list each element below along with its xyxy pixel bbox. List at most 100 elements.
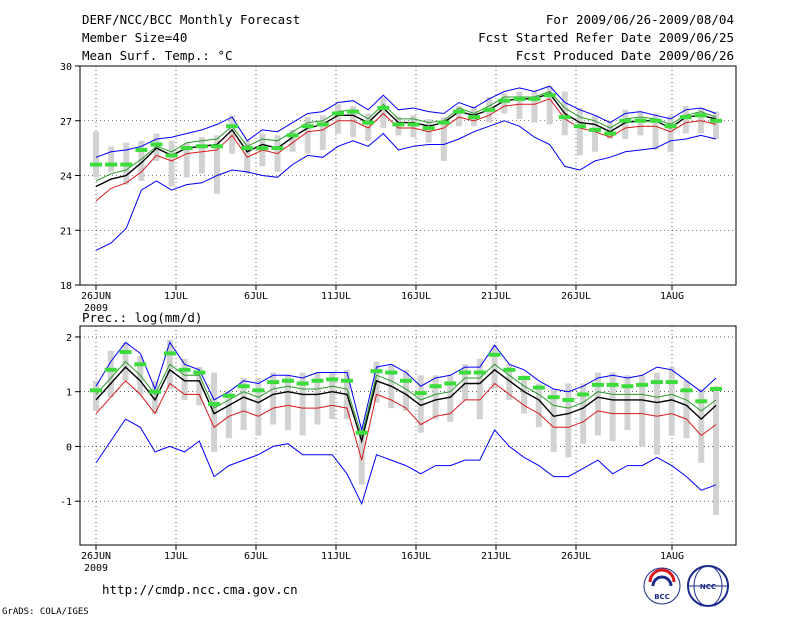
series-ens-upper: [95, 360, 717, 438]
series-min: [95, 120, 717, 251]
ncc-logo-text: NCC: [700, 583, 716, 591]
median-marker: [281, 378, 294, 383]
median-marker: [562, 397, 575, 402]
median-marker: [392, 122, 405, 127]
spread-box: [334, 104, 341, 134]
median-marker: [710, 386, 722, 391]
spread-box: [576, 107, 583, 156]
spread-box: [380, 97, 387, 129]
spread-box: [93, 380, 99, 411]
median-marker: [591, 382, 604, 387]
median-marker: [573, 124, 586, 129]
spread-box: [358, 430, 365, 485]
median-marker: [222, 393, 235, 398]
y-tick-label: -1: [60, 497, 72, 508]
median-marker: [226, 124, 239, 129]
spread-box: [550, 388, 557, 452]
series-max: [95, 341, 717, 431]
spread-box: [183, 142, 190, 178]
median-marker: [483, 107, 496, 112]
y-tick-label: 24: [60, 172, 72, 183]
member-size: Member Size=40: [82, 30, 187, 45]
median-marker: [518, 376, 531, 381]
median-marker: [558, 115, 571, 120]
variable-label: Mean Surf. Temp.: °C: [82, 48, 233, 63]
spread-box: [535, 383, 542, 428]
spread-box: [713, 111, 719, 139]
spread-box: [153, 133, 160, 161]
spread-box: [516, 91, 523, 119]
spread-box: [299, 372, 306, 436]
spread-box: [403, 369, 409, 411]
spread-box: [546, 86, 553, 125]
median-marker: [414, 391, 427, 396]
spread-box: [365, 113, 372, 141]
spread-box: [653, 372, 660, 455]
median-marker: [316, 122, 329, 127]
median-marker: [422, 126, 435, 131]
series-ens-lower: [95, 98, 717, 202]
spread-box: [462, 364, 469, 400]
spread-box: [506, 364, 513, 400]
temperature-panel: 18 21 24 27 30 26JUN 1JUL 6JUL 11JUL 16JUL 21JUL 26…: [60, 62, 737, 314]
series-max: [95, 85, 717, 158]
median-marker: [362, 120, 375, 125]
spread-box: [624, 375, 631, 431]
spread-box: [229, 115, 236, 154]
median-marker: [473, 370, 486, 375]
median-marker: [664, 124, 677, 129]
x-tick-label: 6JUL: [244, 551, 268, 562]
spread-box: [93, 131, 99, 178]
x-tick-label: 21JUL: [481, 551, 511, 562]
spread-box: [152, 380, 159, 414]
median-marker: [165, 153, 178, 158]
median-marker: [286, 133, 299, 138]
x-year-label: 2009: [84, 563, 108, 574]
series-ens-upper: [95, 90, 717, 182]
x-tick-label: 1AUG: [660, 291, 684, 302]
median-marker: [665, 380, 678, 385]
x-tick-label: 1AUG: [660, 551, 684, 562]
median-marker: [347, 109, 360, 114]
spread-box: [304, 117, 311, 154]
median-marker: [180, 146, 193, 151]
spread-box: [592, 115, 599, 152]
spread-box: [531, 91, 538, 123]
median-marker: [90, 388, 102, 393]
median-marker: [444, 381, 457, 386]
median-marker: [488, 352, 501, 357]
median-marker: [649, 118, 662, 123]
series-min: [95, 418, 717, 506]
median-marker: [650, 380, 663, 385]
spread-box: [440, 117, 447, 161]
spread-box: [491, 345, 498, 389]
spread-box: [198, 137, 205, 174]
median-marker: [208, 402, 221, 407]
chart-title: DERF/NCC/BCC Monthly Forecast: [82, 12, 300, 27]
median-marker: [437, 120, 450, 125]
spread-box: [683, 380, 690, 439]
median-marker: [193, 370, 206, 375]
median-marker: [90, 162, 102, 167]
median-marker: [120, 162, 133, 167]
grads-credit: GrADS: COLA/IGES: [2, 607, 89, 617]
spread-box: [168, 140, 175, 187]
spread-box: [652, 113, 659, 150]
spread-box: [447, 375, 454, 422]
spread-box: [196, 367, 203, 406]
median-marker: [400, 378, 412, 383]
spread-box: [225, 391, 232, 439]
spread-box: [607, 120, 614, 139]
spread-box: [580, 383, 587, 444]
spread-box: [107, 350, 114, 398]
median-marker: [498, 98, 511, 103]
spread-box: [425, 118, 432, 143]
y-tick-label: 18: [60, 281, 72, 292]
x-tick-label: 11JUL: [321, 291, 351, 302]
median-marker: [119, 350, 132, 355]
median-marker: [163, 351, 176, 356]
median-marker: [513, 96, 526, 101]
x-tick-label: 26JUN: [81, 551, 111, 562]
y-tick-label: 27: [60, 117, 72, 128]
forecast-period: For 2009/06/26-2009/08/04: [546, 12, 734, 27]
